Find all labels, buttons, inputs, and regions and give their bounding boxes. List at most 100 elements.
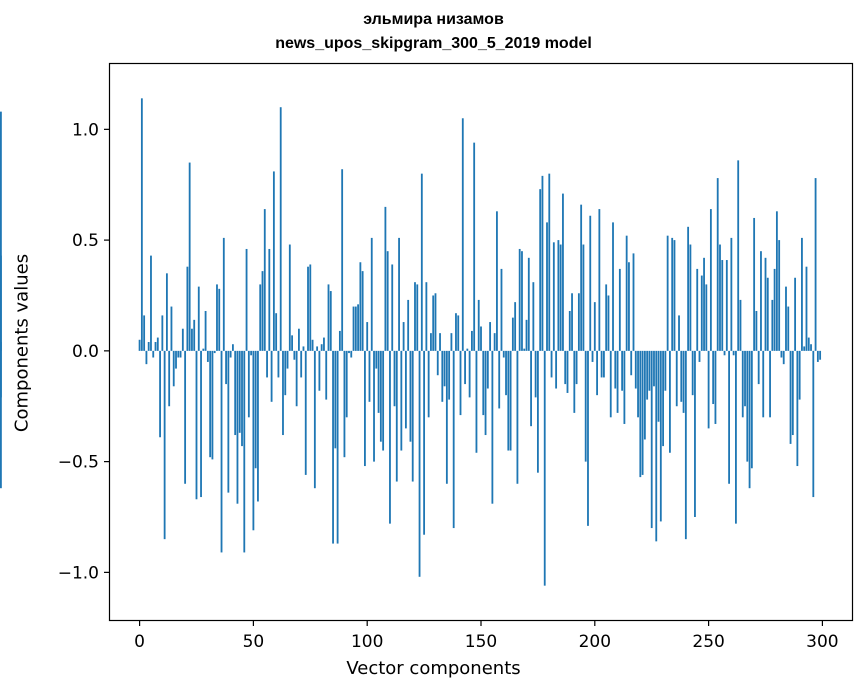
x-tick-label: 0 xyxy=(134,632,145,652)
bar-234 xyxy=(671,237,674,351)
bar-172 xyxy=(530,350,532,427)
bar-231 xyxy=(664,350,667,391)
bar-195 xyxy=(582,244,585,351)
bar-109 xyxy=(386,251,389,351)
bar-98 xyxy=(361,271,364,351)
bar-3 xyxy=(145,350,148,365)
bar-77 xyxy=(313,350,316,489)
bar-120 xyxy=(411,350,414,482)
bar-182 xyxy=(552,242,555,351)
bar-59 xyxy=(272,171,275,351)
bar-289 xyxy=(796,350,799,467)
bar-188 xyxy=(566,350,569,393)
bar-31 xyxy=(209,350,212,458)
bar-218 xyxy=(634,350,637,389)
bar-62 xyxy=(279,107,282,351)
bar-43 xyxy=(236,350,239,504)
bar-295 xyxy=(810,344,812,351)
bar-200 xyxy=(593,302,596,351)
bar-271 xyxy=(755,310,758,351)
bar-74 xyxy=(307,266,309,351)
bar-14 xyxy=(170,306,173,351)
bar-236 xyxy=(675,350,678,407)
bar-20 xyxy=(184,350,187,484)
bar-133 xyxy=(441,350,444,402)
bar-104 xyxy=(375,350,378,369)
bar-203 xyxy=(600,350,603,378)
bar-30 xyxy=(206,350,209,362)
bar-75 xyxy=(309,264,312,351)
bar-147 xyxy=(473,142,476,351)
bar-249 xyxy=(705,284,708,351)
bar-16 xyxy=(175,350,177,369)
bar-291 xyxy=(801,237,803,351)
y-tick-label: −0.5 xyxy=(58,453,99,473)
bar-253 xyxy=(714,350,717,424)
bar-19 xyxy=(181,328,184,351)
bar-173 xyxy=(532,282,535,351)
bar-158 xyxy=(498,350,501,409)
bar-80 xyxy=(320,344,323,351)
bar-undefined xyxy=(0,111,2,351)
bar-179 xyxy=(546,222,548,351)
bar-64 xyxy=(284,350,287,396)
bar-2 xyxy=(143,315,146,351)
bar-11 xyxy=(163,350,166,540)
bar-297 xyxy=(814,178,817,351)
bar-121 xyxy=(414,282,416,351)
bar-193 xyxy=(577,293,580,351)
bar-298 xyxy=(816,350,819,362)
chart-title: эльмира низамов xyxy=(363,11,504,28)
bar-167 xyxy=(518,248,521,351)
bar-299 xyxy=(819,350,822,360)
bar-122 xyxy=(416,284,419,351)
bar-56 xyxy=(266,350,268,378)
y-axis-label: Components values xyxy=(11,253,33,433)
bar-29 xyxy=(204,310,207,351)
x-tick-label: 200 xyxy=(579,632,611,652)
bar-284 xyxy=(785,286,787,351)
bar-243 xyxy=(691,350,694,396)
bar-201 xyxy=(596,350,598,396)
bar-283 xyxy=(782,350,785,365)
bar-0 xyxy=(138,339,141,351)
bar-261 xyxy=(732,350,735,356)
y-tick-label: 1.0 xyxy=(72,120,99,140)
bar-209 xyxy=(614,350,617,389)
bar-48 xyxy=(247,350,250,418)
bar-103 xyxy=(373,350,375,462)
bar-139 xyxy=(455,313,457,351)
bar-46 xyxy=(243,350,246,553)
bar-4 xyxy=(147,342,150,351)
bar-168 xyxy=(521,251,523,351)
bar-184 xyxy=(557,240,560,351)
bar-242 xyxy=(689,244,692,351)
bar-217 xyxy=(632,253,635,351)
bar-55 xyxy=(263,209,266,351)
bar-78 xyxy=(316,346,319,351)
bar-183 xyxy=(555,350,558,389)
bar-165 xyxy=(514,302,517,351)
bar-285 xyxy=(787,306,790,351)
bar-229 xyxy=(659,350,662,522)
bar-107 xyxy=(382,350,385,451)
bar-49 xyxy=(250,350,253,356)
bar-241 xyxy=(687,226,690,351)
bar-265 xyxy=(741,350,744,418)
bar-108 xyxy=(384,206,387,351)
x-tick-label: 100 xyxy=(351,632,383,652)
bar-119 xyxy=(409,350,412,442)
bar-41 xyxy=(232,344,234,351)
bar-230 xyxy=(662,350,664,447)
bar-185 xyxy=(559,244,562,351)
bar-175 xyxy=(536,350,539,473)
bar-255 xyxy=(719,244,721,351)
bar-225 xyxy=(650,350,653,529)
bar-198 xyxy=(589,215,592,351)
bar-127 xyxy=(427,350,430,418)
bar-106 xyxy=(379,350,382,442)
bar-92 xyxy=(348,350,350,354)
bar-282 xyxy=(780,350,783,358)
bar-105 xyxy=(377,350,380,413)
bar-159 xyxy=(500,268,503,351)
